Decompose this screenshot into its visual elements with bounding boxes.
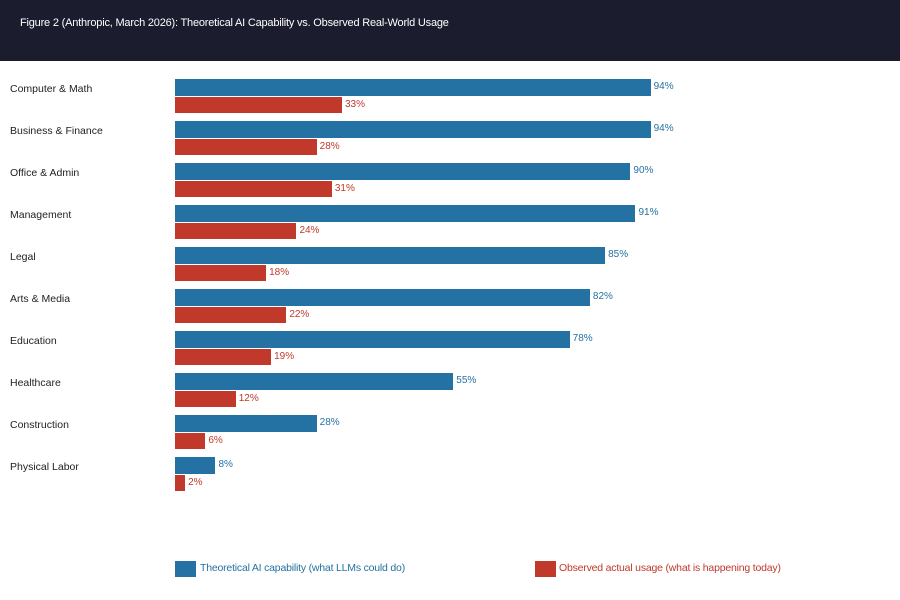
bar-observed [175, 391, 236, 407]
data-label: 19% [274, 351, 295, 362]
bar-observed [175, 139, 317, 155]
data-label: 2% [188, 477, 203, 488]
data-label: 85% [608, 249, 629, 260]
bar-theoretical [175, 415, 317, 432]
legend-swatch-observed [535, 561, 556, 577]
bar-observed [175, 97, 342, 113]
data-label: 12% [238, 393, 259, 404]
bar-theoretical [175, 79, 651, 96]
data-label: 28% [319, 141, 340, 152]
category-label: Management [10, 209, 72, 221]
bar-theoretical [175, 289, 590, 306]
bar-theoretical [175, 163, 631, 180]
data-label: 31% [334, 183, 355, 194]
data-label: 94% [653, 123, 674, 134]
data-label: 8% [218, 459, 233, 470]
bar-observed [175, 223, 297, 239]
data-label: 78% [572, 333, 593, 344]
data-label: 22% [289, 309, 310, 320]
data-label: 24% [299, 225, 320, 236]
data-label: 91% [638, 207, 659, 218]
category-label: Computer & Math [10, 83, 93, 95]
category-label: Education [10, 335, 57, 347]
bar-observed [175, 265, 267, 281]
category-label: Office & Admin [10, 167, 80, 179]
legend-label-theoretical: Theoretical AI capability (what LLMs cou… [200, 562, 405, 574]
category-label: Business & Finance [10, 125, 103, 137]
bar-observed [175, 475, 186, 491]
category-label: Construction [10, 419, 69, 431]
data-label: 82% [592, 291, 613, 302]
data-label: 94% [653, 81, 674, 92]
legend-swatch-theoretical [175, 561, 196, 577]
bar-theoretical [175, 121, 651, 138]
data-label: 18% [269, 267, 290, 278]
category-label: Legal [10, 251, 36, 263]
figure-title: Figure 2 (Anthropic, March 2026): Theore… [20, 17, 449, 29]
bar-observed [175, 181, 332, 197]
bar-observed [175, 307, 287, 323]
bar-theoretical [175, 331, 570, 348]
data-label: 33% [344, 99, 365, 110]
bar-observed [175, 433, 206, 449]
category-label: Healthcare [10, 377, 61, 389]
category-label: Physical Labor [10, 461, 79, 473]
data-label: 28% [319, 417, 340, 428]
category-label: Arts & Media [10, 293, 71, 305]
bar-theoretical [175, 457, 216, 474]
data-label: 6% [208, 435, 223, 446]
bar-theoretical [175, 373, 454, 390]
bar-theoretical [175, 247, 606, 264]
header-bar: Figure 2 (Anthropic, March 2026): Theore… [0, 0, 900, 61]
data-label: 55% [456, 375, 477, 386]
bar-observed [175, 349, 272, 365]
bar-theoretical [175, 205, 636, 222]
data-label: 90% [633, 165, 654, 176]
legend-label-observed: Observed actual usage (what is happening… [559, 562, 781, 574]
